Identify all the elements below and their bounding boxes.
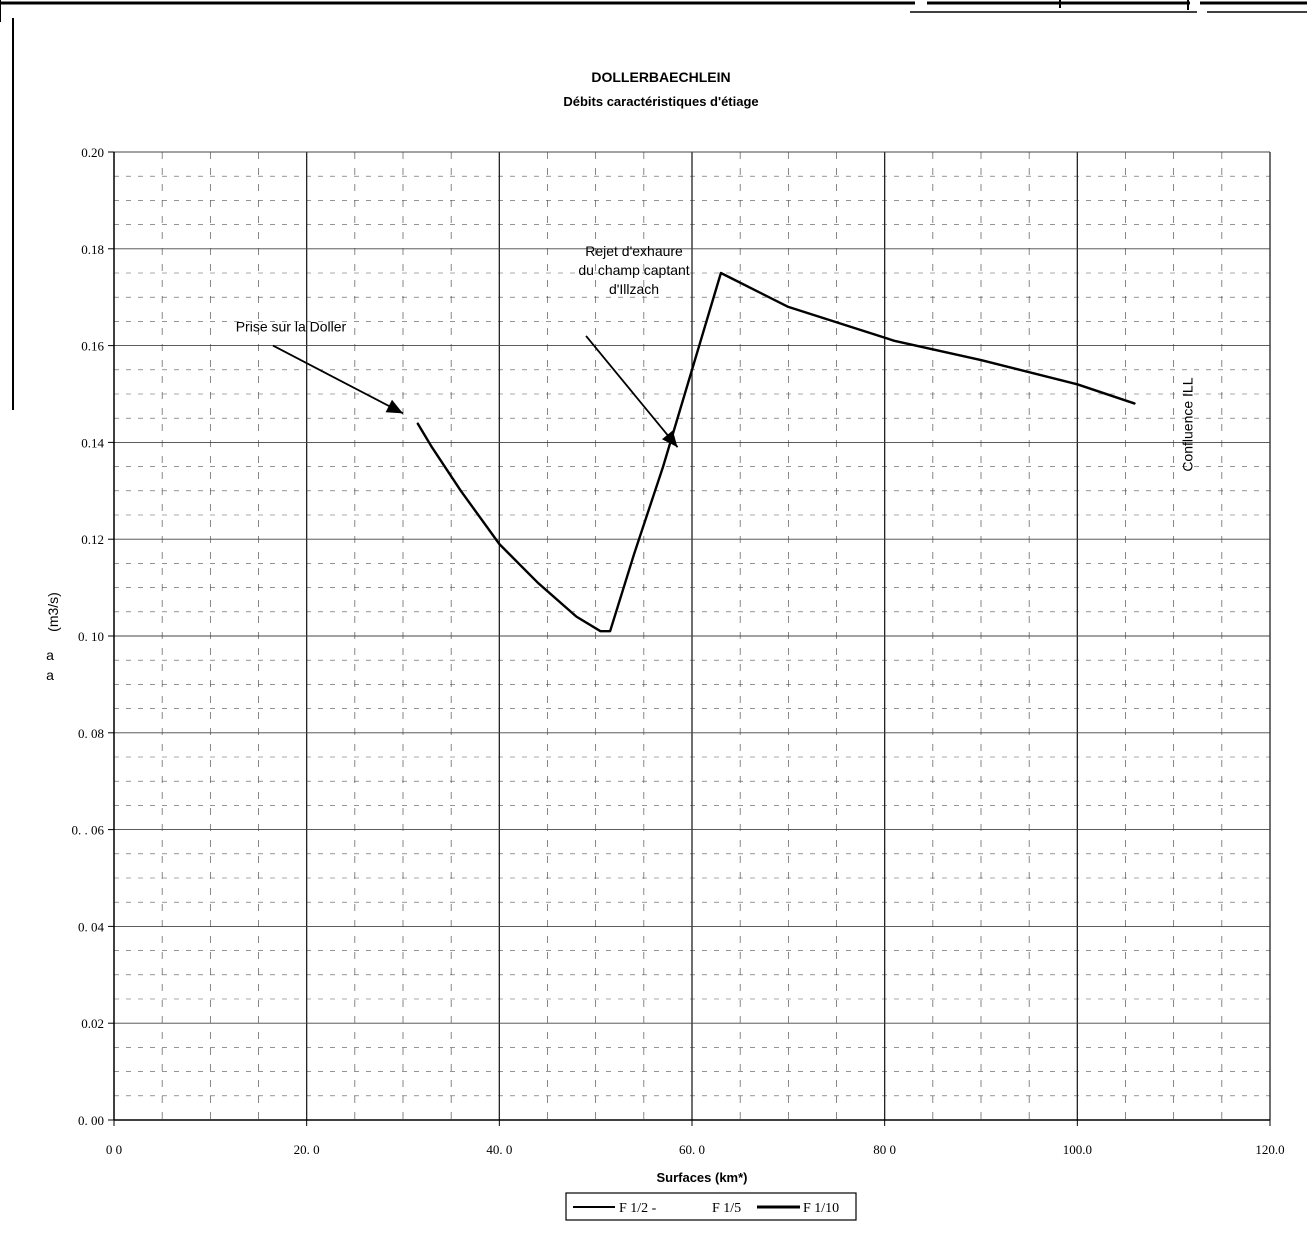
annotation-label-2: d'Illzach (609, 281, 659, 297)
legend: F 1/2 - F 1/5 F 1/10 (565, 1192, 857, 1221)
x-tick-label: 0 0 (106, 1142, 122, 1157)
y-axis-label: (m3/s) (45, 592, 61, 632)
annotation-label-2: du champ captant (578, 262, 689, 278)
y-tick-label: 0. 08 (78, 726, 104, 741)
x-tick-label: 60. 0 (679, 1142, 705, 1157)
annotation-arrowhead-2 (662, 430, 678, 448)
y-axis-label-extra-2: a (46, 667, 54, 683)
y-tick-label: 0. 04 (78, 919, 105, 934)
legend-label-f12: F 1/2 - (619, 1201, 657, 1216)
series-point-1 (633, 553, 635, 555)
series-point-1 (1134, 403, 1136, 405)
x-tick-label: 120.0 (1255, 1142, 1284, 1157)
series-point-1 (893, 340, 895, 342)
annotation-arrow-1 (272, 344, 404, 415)
y-tick-label: 0.12 (81, 532, 104, 547)
annotation-label-2: Rejet d'exhaure (585, 243, 683, 259)
series-point-1 (662, 466, 664, 468)
annotation-label-3: Confluence ILL (1179, 377, 1195, 471)
annotation-arrow-2 (585, 335, 679, 448)
series-point-1 (720, 272, 722, 274)
y-tick-label: 0.20 (81, 145, 104, 160)
series-point-1 (537, 582, 539, 584)
y-axis-label-extra-1: a (46, 647, 54, 663)
series-point-1 (431, 446, 433, 448)
plot-area: 0. 00 0.02 0. 04 0. . 06 0. 08 0. 10 0.12 0.14 0… (72, 145, 1285, 1157)
series-point-1 (575, 616, 578, 618)
y-tick-label: 0. 00 (78, 1113, 104, 1128)
y-tick-label: 0.14 (81, 435, 104, 450)
x-tick-label: 100.0 (1063, 1142, 1092, 1157)
legend-label-f15: F 1/5 (712, 1201, 741, 1216)
x-tick-label: 20. 0 (294, 1142, 320, 1157)
series-point-1 (1076, 383, 1078, 385)
annotation-arrowhead-1 (385, 399, 403, 414)
x-tick-label: 40. 0 (486, 1142, 512, 1157)
series-line-1 (416, 271, 1136, 633)
series-point-1 (787, 306, 789, 308)
series-point-1 (599, 630, 602, 632)
annotation-label-1: Prise sur la Doller (236, 319, 347, 335)
x-axis-label: Surfaces (km*) (656, 1170, 747, 1185)
series-point-1 (691, 369, 693, 371)
series-point-1 (460, 490, 462, 492)
y-tick-label: 0.02 (81, 1016, 104, 1031)
chart-subtitle: Débits caractéristiques d'étiage (563, 94, 758, 109)
y-tick-label: 0. . 06 (72, 823, 105, 838)
y-tick-label: 0.16 (81, 339, 104, 354)
series-point-1 (980, 359, 982, 361)
series-point-1 (498, 543, 500, 545)
page-border (0, 0, 1307, 410)
y-tick-label: 0.18 (81, 242, 104, 257)
x-tick-label: 80 0 (873, 1142, 896, 1157)
chart-title: DOLLERBAECHLEIN (591, 69, 730, 85)
series-point-1 (416, 422, 419, 424)
legend-label-f110: F 1/10 (803, 1201, 839, 1216)
y-tick-label: 0. 10 (78, 629, 104, 644)
series-point-1 (609, 630, 611, 632)
